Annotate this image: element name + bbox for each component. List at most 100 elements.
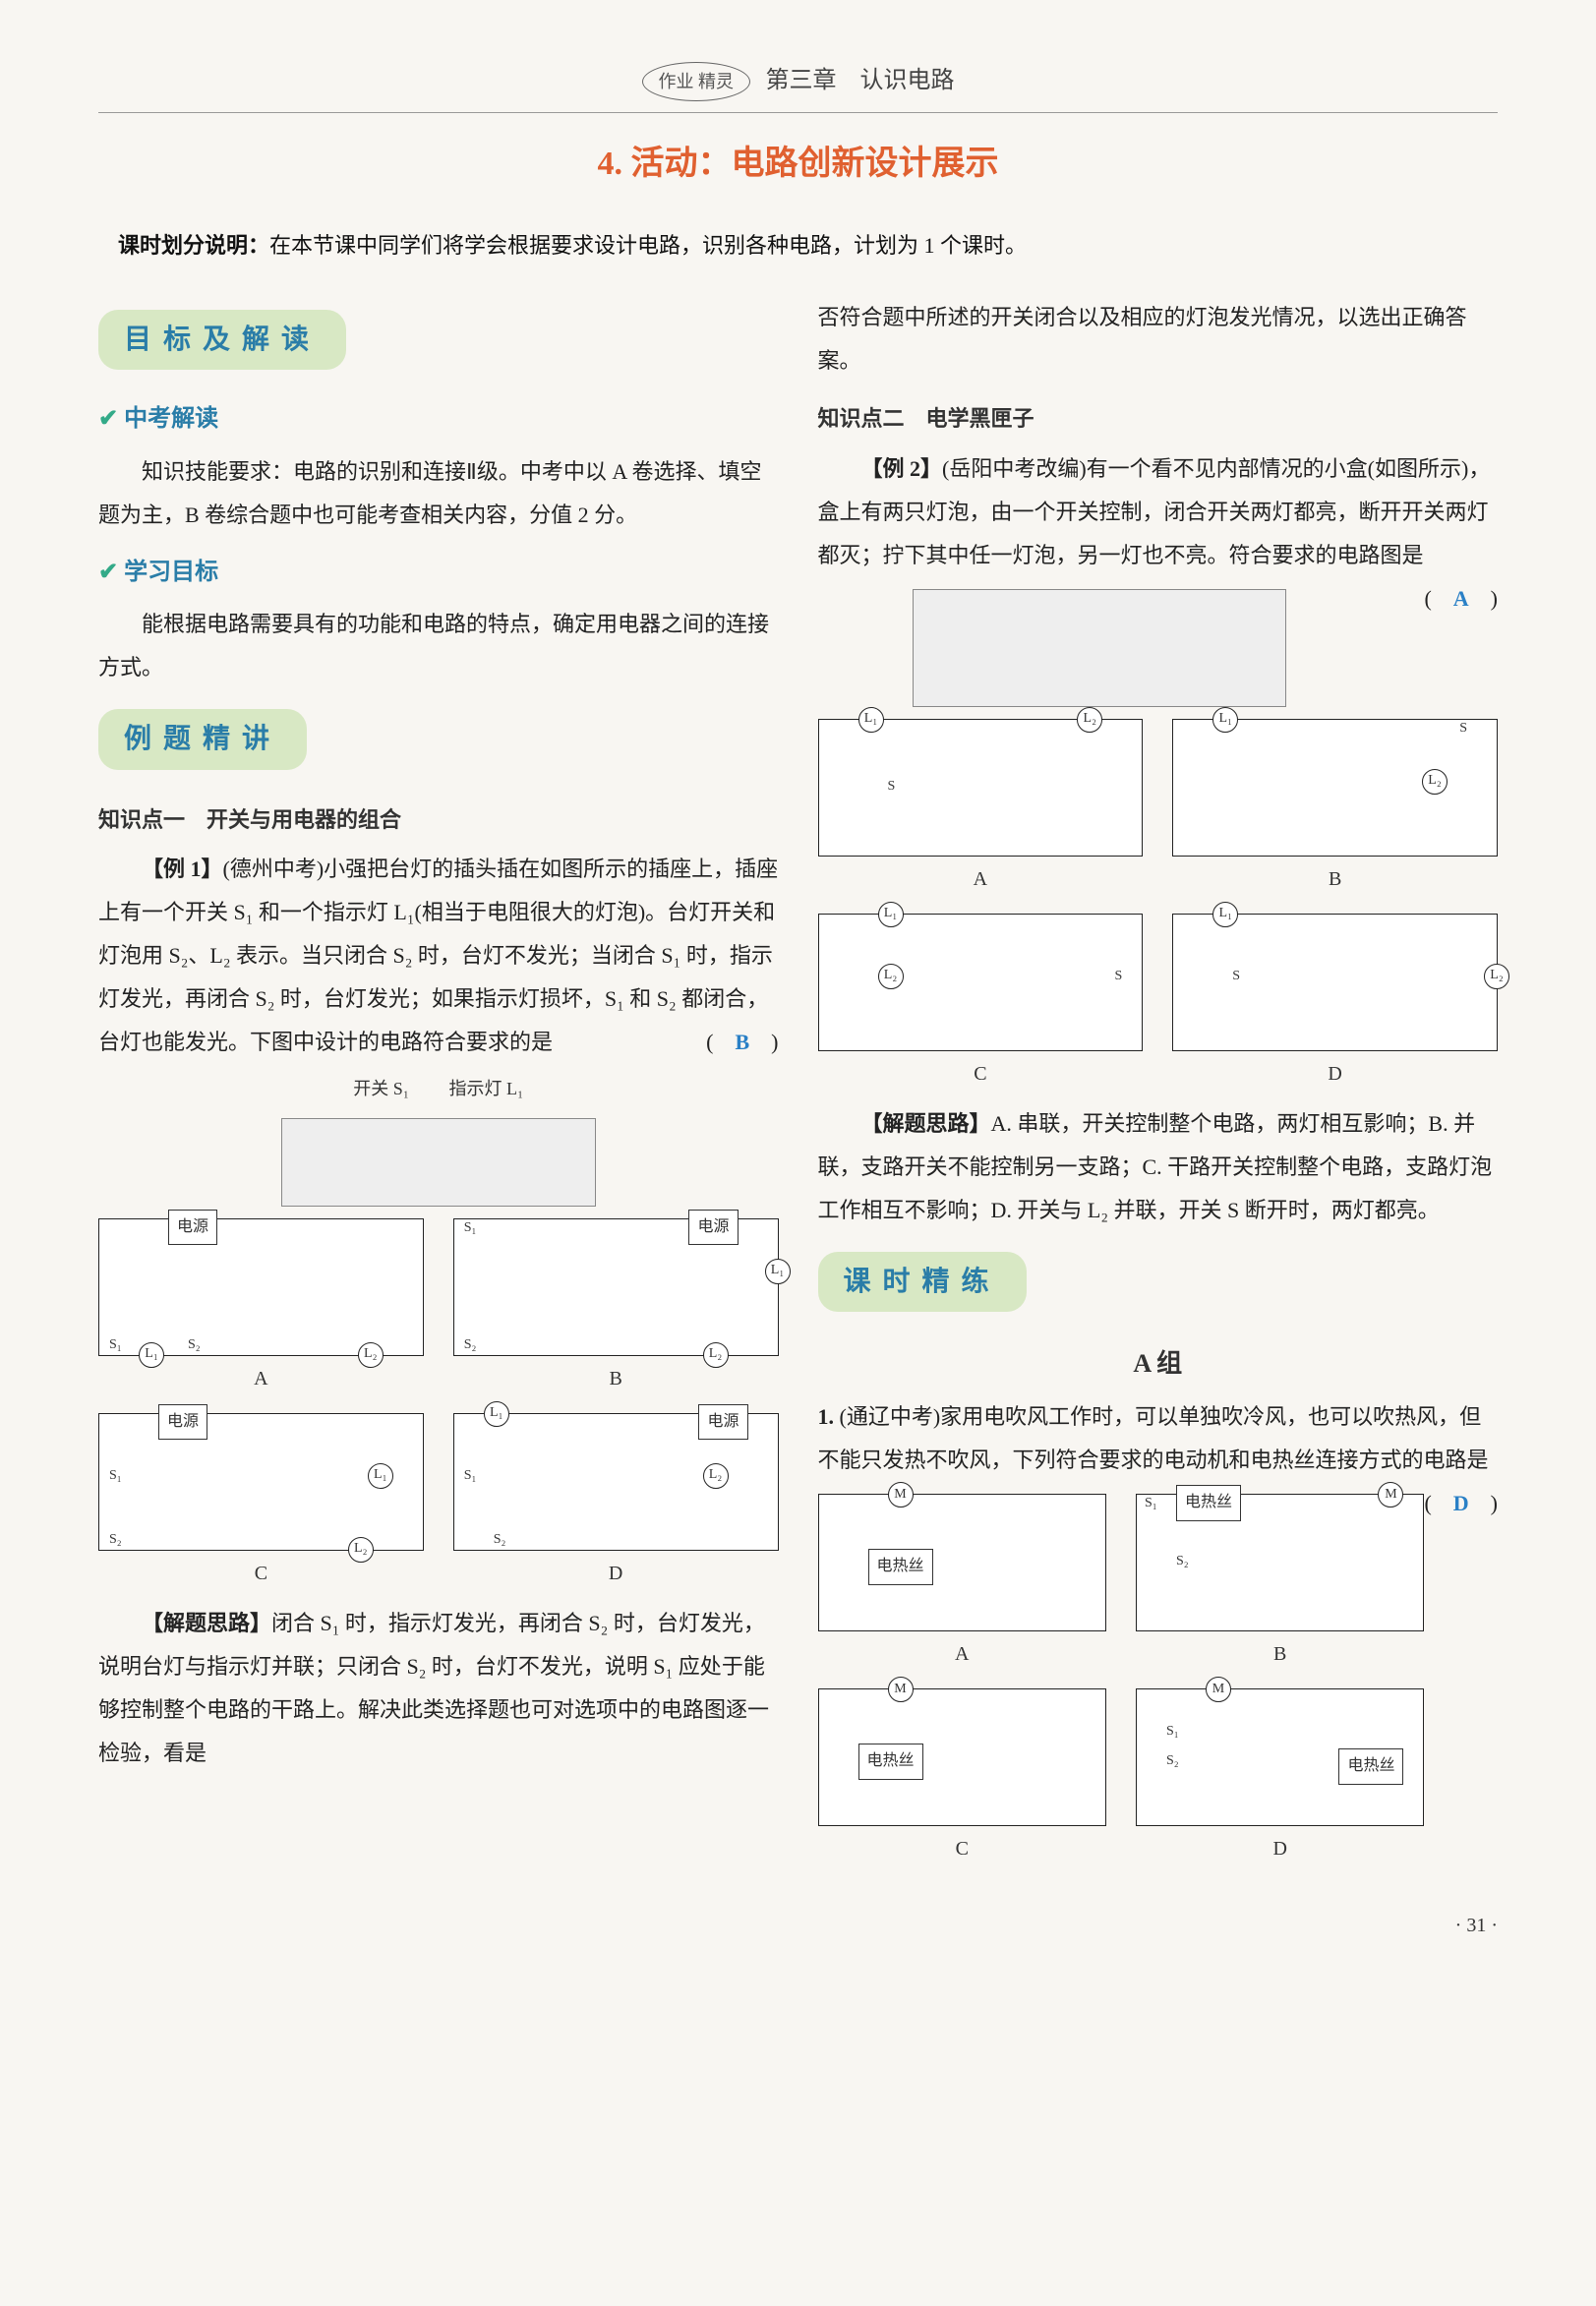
ex1-answer: B bbox=[735, 1030, 749, 1054]
ex1-answer-paren: ( B ) bbox=[663, 1021, 778, 1064]
main-title: 4. 活动：电路创新设计展示 bbox=[98, 133, 1498, 197]
label-d: D bbox=[1136, 1830, 1424, 1867]
knowledge-point-2: 知识点二 电学黑匣子 bbox=[818, 398, 1499, 440]
sym-l1: L₁ bbox=[765, 1259, 791, 1284]
sym-l1: L₁ bbox=[368, 1463, 393, 1489]
label-c: C bbox=[98, 1555, 424, 1592]
label-b: B bbox=[1172, 860, 1498, 898]
ex2-circuit-grid: L₁ L₂ S A L₁ L₂ S B L₁ L₂ S bbox=[818, 719, 1499, 1093]
sym-s1: S₁ bbox=[109, 1463, 122, 1490]
sym-s1: S₁ bbox=[1166, 1719, 1179, 1745]
ex2-circuit-b: L₁ L₂ S B bbox=[1172, 719, 1498, 898]
sym-m: M bbox=[888, 1482, 914, 1508]
label-a: A bbox=[818, 860, 1144, 898]
sym-l2: L₂ bbox=[878, 964, 904, 989]
xuexi-heading: ✔学习目标 bbox=[98, 551, 779, 596]
box-dianyuan: 电源 bbox=[688, 1210, 738, 1245]
sym-s2: S₂ bbox=[494, 1527, 506, 1554]
fig1-caption-left: 开关 S₁ bbox=[353, 1079, 409, 1098]
label-d: D bbox=[1172, 1055, 1498, 1093]
ex1-solution-label: 【解题思路】 bbox=[142, 1611, 271, 1635]
sym-l2: L₂ bbox=[348, 1537, 374, 1563]
sym-l1: L₁ bbox=[858, 707, 884, 733]
xuexi-paragraph: 能根据电路需要具有的功能和电路的特点，确定用电器之间的连接方式。 bbox=[98, 603, 779, 689]
sym-l1: L₁ bbox=[139, 1342, 164, 1368]
section-examples-heading: 例题精讲 bbox=[98, 709, 307, 769]
sym-s1: S₁ bbox=[1145, 1491, 1157, 1517]
intro-label: 课时划分说明： bbox=[118, 233, 269, 258]
sym-s2: S₂ bbox=[1176, 1549, 1189, 1575]
ex1-circuit-a: 电源 L₁ L₂ S₁ S₂ A bbox=[98, 1218, 424, 1397]
q1-answer-paren: ( D ) bbox=[1424, 1482, 1498, 1525]
ex1-source: (德州中考) bbox=[223, 857, 325, 881]
left-column: 目标及解读 ✔中考解读 知识技能要求：电路的识别和连接Ⅱ级。中考中以 A 卷选择… bbox=[98, 296, 779, 1877]
q1-circuit-b: 电热丝 M S₁ S₂ B bbox=[1136, 1494, 1424, 1673]
zhongkao-heading: ✔中考解读 bbox=[98, 397, 779, 443]
sym-s2: S₂ bbox=[188, 1332, 201, 1359]
intro-text: 在本节课中同学们将学会根据要求设计电路，识别各种电路，计划为 1 个课时。 bbox=[269, 233, 1027, 258]
sym-l1: L₁ bbox=[484, 1401, 509, 1427]
example-1: 【例 1】(德州中考)小强把台灯的插头插在如图所示的插座上，插座上有一个开关 S… bbox=[98, 848, 779, 1064]
two-column-layout: 目标及解读 ✔中考解读 知识技能要求：电路的识别和连接Ⅱ级。中考中以 A 卷选择… bbox=[98, 296, 1498, 1877]
ex2-label: 【例 2】 bbox=[861, 456, 943, 481]
sym-l2: L₂ bbox=[1422, 769, 1448, 795]
ex1-label: 【例 1】 bbox=[142, 857, 223, 881]
box-dianresi: 电热丝 bbox=[858, 1744, 923, 1779]
sym-l1: L₁ bbox=[1212, 707, 1238, 733]
ex1-solution: 【解题思路】闭合 S₁ 时，指示灯发光，再闭合 S₂ 时，台灯发光，说明台灯与指… bbox=[98, 1602, 779, 1775]
ex2-solution: 【解题思路】A. 串联，开关控制整个电路，两灯相互影响；B. 并联，支路开关不能… bbox=[818, 1102, 1499, 1232]
group-a-heading: A 组 bbox=[818, 1339, 1499, 1388]
sym-s2: S₂ bbox=[464, 1332, 477, 1359]
sym-l1: L₁ bbox=[878, 902, 904, 927]
right-column: 否符合题中所述的开关闭合以及相应的灯泡发光情况，以选出正确答案。 知识点二 电学… bbox=[818, 296, 1499, 1877]
sym-s1: S₁ bbox=[464, 1215, 477, 1242]
sym-m: M bbox=[1206, 1677, 1231, 1702]
section-goals-heading: 目标及解读 bbox=[98, 310, 346, 370]
sym-l2: L₂ bbox=[703, 1342, 729, 1368]
ex1-circuit-grid: 电源 L₁ L₂ S₁ S₂ A 电源 L₁ L₂ S₁ S₂ B bbox=[98, 1218, 779, 1592]
section-practice-heading: 课时精练 bbox=[818, 1252, 1027, 1312]
oval-stamp: 作业 精灵 bbox=[642, 62, 751, 101]
q1-num: 1. bbox=[818, 1404, 835, 1429]
sym-s2: S₂ bbox=[1166, 1748, 1179, 1775]
sym-s1: S₁ bbox=[464, 1463, 477, 1490]
chapter-title: 第三章 认识电路 bbox=[766, 68, 955, 93]
q1-circuit-c: M 电热丝 C bbox=[818, 1688, 1106, 1867]
sym-l2: L₂ bbox=[1077, 707, 1102, 733]
label-d: D bbox=[453, 1555, 779, 1592]
box-dianresi: 电热丝 bbox=[868, 1549, 933, 1584]
q1-source: (通辽中考) bbox=[840, 1404, 941, 1429]
continuation-text: 否符合题中所述的开关闭合以及相应的灯泡发光情况，以选出正确答案。 bbox=[818, 296, 1499, 383]
intro-note: 课时划分说明：在本节课中同学们将学会根据要求设计电路，识别各种电路，计划为 1 … bbox=[118, 225, 1478, 266]
q1-circuit-grid: M 电热丝 A 电热丝 M S₁ S₂ B M 电热丝 C bbox=[818, 1494, 1425, 1867]
sym-m: M bbox=[888, 1677, 914, 1702]
label-c: C bbox=[818, 1055, 1144, 1093]
ex2-answer: A bbox=[1453, 586, 1469, 611]
box-dianyuan: 电源 bbox=[698, 1404, 747, 1440]
q1-circuit-d: M 电热丝 S₁ S₂ D bbox=[1136, 1688, 1424, 1867]
sym-l1: L₁ bbox=[1212, 902, 1238, 927]
zhongkao-head-text: 中考解读 bbox=[124, 406, 218, 432]
label-a: A bbox=[818, 1635, 1106, 1673]
black-box-photo bbox=[913, 589, 1286, 707]
power-strip-photo bbox=[281, 1118, 596, 1207]
label-b: B bbox=[453, 1360, 779, 1397]
box-dianyuan: 电源 bbox=[168, 1210, 217, 1245]
check-icon: ✔ bbox=[98, 406, 118, 432]
example-2: 【例 2】(岳阳中考改编)有一个看不见内部情况的小盒(如图所示)，盒上有两只灯泡… bbox=[818, 447, 1499, 577]
ex2-solution-label: 【解题思路】 bbox=[861, 1111, 991, 1136]
ex1-circuit-d: 电源 L₁ L₂ S₁ S₂ D bbox=[453, 1413, 779, 1592]
sym-m: M bbox=[1378, 1482, 1403, 1508]
fig1-caption-right: 指示灯 L₁ bbox=[449, 1079, 524, 1098]
box-dianresi: 电热丝 bbox=[1176, 1485, 1241, 1520]
ex1-circuit-c: 电源 L₁ L₂ S₁ S₂ C bbox=[98, 1413, 424, 1592]
label-c: C bbox=[818, 1830, 1106, 1867]
box-dianyuan: 电源 bbox=[158, 1404, 207, 1440]
page-header: 作业 精灵 第三章 认识电路 bbox=[98, 59, 1498, 113]
ex2-answer-paren: ( A ) bbox=[1381, 577, 1498, 621]
ex2-circuit-c: L₁ L₂ S C bbox=[818, 914, 1144, 1093]
knowledge-point-1: 知识点一 开关与用电器的组合 bbox=[98, 799, 779, 841]
sym-s1: S₁ bbox=[109, 1332, 122, 1359]
ex2-circuit-d: L₁ L₂ S D bbox=[1172, 914, 1498, 1093]
check-icon: ✔ bbox=[98, 560, 118, 585]
